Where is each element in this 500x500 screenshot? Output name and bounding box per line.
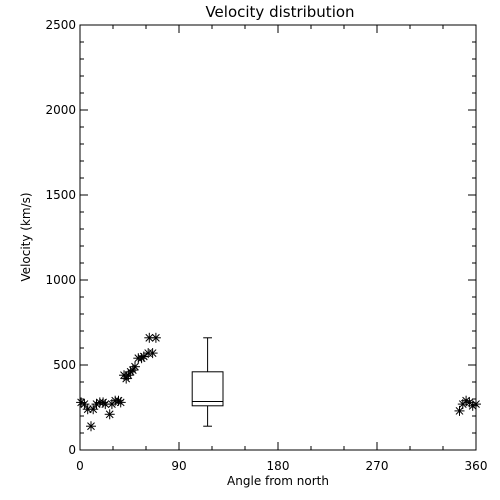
x-axis-title: Angle from north [227, 474, 329, 488]
y-tick-label: 500 [53, 358, 76, 372]
data-point [88, 404, 99, 415]
y-axis-title: Velocity (km/s) [19, 192, 33, 281]
x-tick-label: 360 [465, 459, 488, 473]
data-point [104, 409, 115, 420]
data-point [82, 404, 93, 415]
chart-title: Velocity distribution [205, 3, 354, 21]
x-tick-label: 180 [267, 459, 290, 473]
x-tick-label: 0 [76, 459, 84, 473]
data-point [150, 332, 161, 343]
y-tick-label: 2000 [45, 103, 76, 117]
data-point [454, 405, 465, 416]
y-tick-label: 0 [68, 443, 76, 457]
y-tick-label: 1000 [45, 273, 76, 287]
data-point [130, 361, 140, 372]
box-iqr [191, 371, 224, 407]
axis-ticks [79, 24, 477, 451]
data-point [79, 399, 90, 410]
box-plot [191, 337, 224, 427]
x-tick-label: 270 [366, 459, 389, 473]
plot-frame [79, 24, 477, 451]
data-point [115, 397, 126, 408]
data-point [138, 351, 149, 362]
data-point [471, 399, 481, 410]
data-point [86, 421, 96, 432]
data-points [76, 332, 481, 432]
x-tick-label: 90 [171, 459, 186, 473]
y-tick-label: 2500 [45, 18, 76, 32]
axis-tick-labels: 0 90 180 270 360 0 500 1000 1500 2000 2500 [45, 18, 487, 473]
data-point [147, 348, 158, 359]
y-tick-label: 1500 [45, 188, 76, 202]
